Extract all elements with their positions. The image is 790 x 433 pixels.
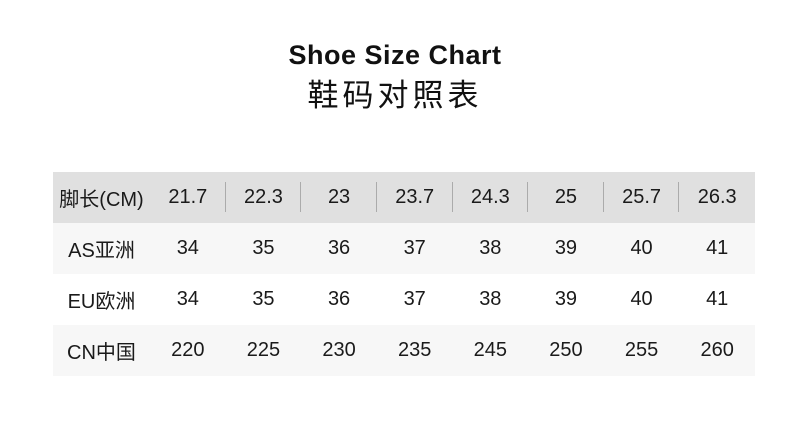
row-label-asia: AS亚洲 [68, 240, 135, 262]
header-cell-foot-length: 脚长(CM) [59, 189, 144, 211]
header-cell-value: 24.3 [453, 172, 529, 223]
table-cell: 41 [706, 288, 729, 310]
table-cell: 39 [554, 237, 578, 259]
table-cell: 37 [403, 288, 426, 310]
table-cell: 40 [630, 288, 653, 310]
table-header-row: 脚长(CM) 21.7 22.3 23 23.7 24.3 25 25.7 26… [53, 172, 755, 223]
table-cell: 35 [252, 288, 275, 310]
row-label-europe: EU欧洲 [67, 291, 136, 313]
table-cell: 235 [398, 339, 432, 361]
table-cell: 225 [246, 339, 281, 361]
table-cell: 250 [549, 339, 583, 361]
header-cell-value: 21.7 [150, 172, 226, 223]
table-cell: 245 [473, 339, 507, 361]
header-cell-value: 23.7 [377, 172, 453, 223]
table-cell: 255 [624, 339, 659, 361]
table-cell: 37 [403, 237, 426, 259]
table-cell: 38 [479, 288, 502, 310]
table-cell: 38 [479, 237, 502, 259]
table-cell: 34 [176, 237, 199, 259]
table-cell: 35 [252, 237, 275, 259]
table-cell: 220 [171, 339, 205, 361]
table-cell: 40 [630, 237, 653, 259]
page-subtitle: 鞋码对照表 [307, 78, 483, 113]
table-cell: 260 [700, 339, 734, 361]
table-cell: 230 [322, 339, 356, 361]
page-title: Shoe Size Chart [288, 40, 502, 70]
header-cell-value: 25 [528, 172, 604, 223]
header-cell-value: 26.3 [697, 186, 737, 208]
table-row-asia: AS亚洲 34 35 36 37 38 39 40 41 [53, 223, 755, 274]
header-cell-value: 23 [301, 172, 377, 223]
header-cell-value: 25.7 [604, 172, 680, 223]
table-row-china: CN中国 220 225 230 235 245 250 255 260 [53, 325, 755, 376]
row-label-china: CN中国 [67, 342, 136, 364]
table-cell: 34 [176, 288, 199, 310]
table-cell: 36 [327, 288, 351, 310]
table-cell: 39 [554, 288, 578, 310]
table-row-europe: EU欧洲 34 35 36 37 38 39 40 41 [53, 274, 755, 325]
header-cell-value: 22.3 [226, 172, 302, 223]
table-cell: 36 [327, 237, 351, 259]
table-cell: 41 [706, 237, 729, 259]
size-table: 脚长(CM) 21.7 22.3 23 23.7 24.3 25 25.7 26… [53, 172, 755, 376]
